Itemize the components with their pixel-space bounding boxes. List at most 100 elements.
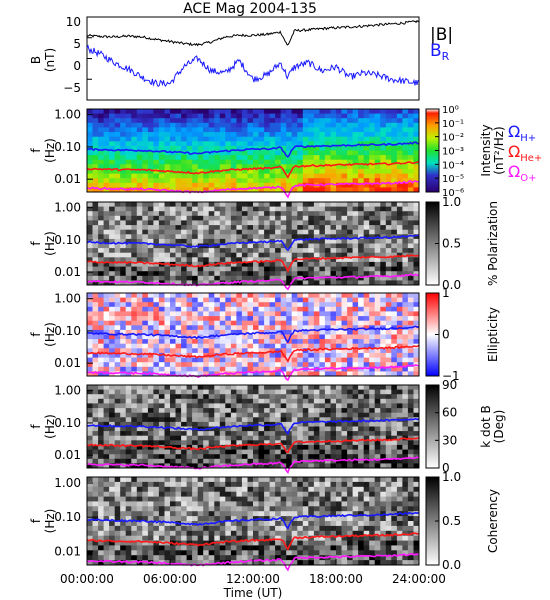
heatmap-cell [153, 530, 160, 537]
heatmap-cell [214, 449, 221, 455]
heatmap-cell [385, 403, 392, 409]
heatmap-cell [186, 371, 193, 377]
heatmap-cell [142, 182, 149, 188]
heatmap-cell [120, 141, 127, 147]
heatmap-cell [380, 164, 387, 170]
heatmap-cell [297, 159, 304, 165]
heatmap-cell [98, 252, 105, 258]
heatmap-cell [236, 182, 243, 188]
heatmap-cell [153, 168, 160, 174]
colorbar-title: k dot B [479, 405, 493, 447]
heatmap-cell [264, 440, 271, 446]
heatmap-cell [247, 412, 254, 418]
heatmap-cell [280, 238, 287, 244]
heatmap-cell [98, 168, 105, 174]
heatmap-cell [208, 141, 215, 147]
heatmap-cell [330, 463, 337, 469]
heatmap-cell [142, 311, 149, 317]
heatmap-cell [291, 325, 298, 331]
heatmap-cell [347, 150, 354, 156]
heatmap-cell [109, 118, 116, 124]
heatmap-cell [291, 182, 298, 188]
heatmap-cell [203, 325, 210, 331]
heatmap-cell [203, 371, 210, 377]
heatmap-cell [413, 266, 420, 272]
heatmap-cell [225, 211, 232, 217]
heatmap-cell [330, 150, 337, 156]
ytick-label: 1.00 [54, 384, 81, 398]
heatmap-cell [336, 225, 342, 231]
heatmap-cell [192, 127, 199, 133]
heatmap-cell [214, 311, 221, 317]
heatmap-cell [197, 525, 204, 532]
heatmap-cell [286, 343, 293, 349]
heatmap-cell [385, 408, 392, 414]
heatmap-cell [308, 229, 315, 235]
heatmap-cell [120, 122, 127, 128]
heatmap-cell [98, 535, 105, 542]
heatmap-cell [142, 389, 149, 395]
heatmap-cell [197, 202, 204, 208]
heatmap-cell [347, 182, 354, 188]
heatmap-cell [297, 136, 304, 142]
heatmap-cell [385, 164, 392, 170]
heatmap-cell [341, 311, 348, 317]
chart-title: ACE Mag 2004-135 [183, 1, 317, 17]
heatmap-cell [324, 178, 331, 184]
heatmap-cell [147, 535, 154, 542]
heatmap-cell [153, 343, 160, 349]
heatmap-cell [269, 136, 276, 142]
heatmap-cell [302, 145, 309, 151]
heatmap-cell [153, 501, 160, 507]
heatmap-cell [98, 555, 105, 561]
heatmap-cell [92, 403, 99, 409]
heatmap-cell [175, 136, 182, 142]
heatmap-cell [264, 202, 271, 208]
heatmap-cell [253, 159, 259, 165]
heatmap-cell [147, 113, 154, 119]
heatmap-cell [214, 220, 221, 226]
heatmap-cell [236, 389, 243, 395]
heatmap-cell [153, 122, 160, 128]
heatmap-cell [313, 325, 320, 331]
heatmap-cell [197, 511, 204, 517]
heatmap-cell [147, 325, 154, 331]
heatmap-cell [341, 431, 348, 437]
heatmap-cell [125, 257, 132, 263]
heatmap-cell [396, 225, 403, 231]
heatmap-cell [114, 168, 121, 174]
heatmap-cell [275, 306, 282, 312]
heatmap-cell [297, 362, 304, 368]
heatmap-cell [402, 385, 409, 391]
heatmap-cell [175, 202, 182, 208]
heatmap-cell [396, 458, 403, 464]
heatmap-cell [125, 215, 132, 221]
heatmap-cell [391, 206, 398, 212]
heatmap-cell [125, 320, 132, 326]
heatmap-cell [192, 229, 199, 235]
heatmap-cell [186, 435, 193, 441]
heatmap-cell [214, 229, 221, 235]
heatmap-cell [219, 511, 226, 517]
heatmap-cell [203, 454, 210, 460]
heatmap-cell [391, 113, 398, 119]
heatmap-cell [253, 444, 259, 450]
heatmap-cell [313, 403, 320, 409]
heatmap-cell [120, 540, 127, 546]
heatmap-cell [291, 320, 298, 326]
heatmap-cell [324, 248, 331, 254]
heatmap-cell [291, 187, 298, 193]
heatmap-cell [136, 329, 143, 335]
heatmap-cell [147, 306, 154, 312]
heatmap-cell [181, 545, 188, 551]
heatmap-cell [98, 417, 105, 423]
heatmap-cell [280, 109, 287, 115]
heatmap-cell [197, 496, 204, 502]
spectral-ylabel-unit: (Hz) [43, 414, 57, 439]
heatmap-cell [380, 394, 387, 400]
heatmap-cell [269, 343, 276, 349]
heatmap-cell [330, 187, 337, 193]
heatmap-cell [181, 306, 188, 312]
heatmap-cell [230, 136, 237, 142]
heatmap-cell [109, 243, 116, 249]
